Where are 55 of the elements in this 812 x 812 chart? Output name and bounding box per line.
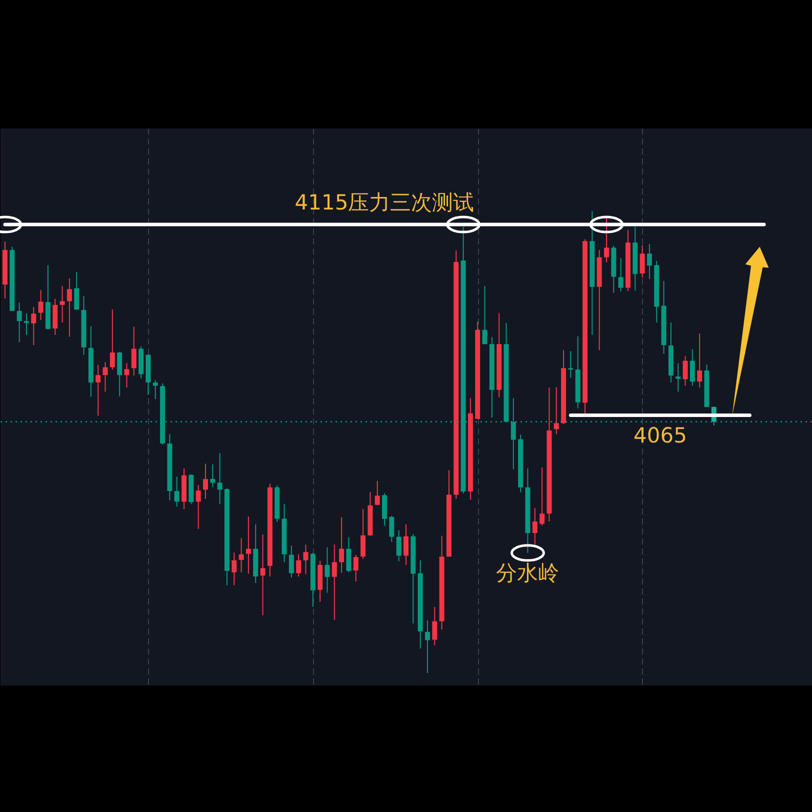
candlestick xyxy=(217,452,222,504)
candlestick xyxy=(682,356,688,386)
candlestick xyxy=(432,606,438,646)
candlestick xyxy=(389,515,394,542)
candlestick xyxy=(324,546,330,594)
candlestick xyxy=(60,285,65,323)
candlestick xyxy=(618,258,624,292)
candlestick xyxy=(303,544,308,575)
candlestick xyxy=(554,386,559,435)
candlestick xyxy=(124,362,130,388)
series-label: 分水岭 xyxy=(496,560,560,585)
series-label: 4065 xyxy=(633,423,687,448)
candlestick xyxy=(31,306,36,346)
candlestick xyxy=(117,352,122,397)
candlestick xyxy=(339,516,344,574)
candlestick xyxy=(296,554,302,577)
candlestick xyxy=(66,278,72,338)
candlestick xyxy=(540,466,545,526)
candlestick xyxy=(110,309,115,370)
series-label: 4115压力三次测试 xyxy=(294,190,474,215)
candlestick xyxy=(532,508,538,547)
candlestick xyxy=(238,538,244,573)
candlestick xyxy=(38,290,44,321)
candlestick xyxy=(288,545,294,578)
candlestick xyxy=(640,244,645,278)
candlestick xyxy=(203,463,208,500)
candlestick xyxy=(353,554,358,582)
candlestick xyxy=(360,508,366,560)
candlestick xyxy=(646,243,652,280)
candlestick xyxy=(346,536,352,573)
candlestick xyxy=(74,272,80,310)
candlestick xyxy=(404,524,408,566)
candlestick xyxy=(246,516,251,574)
candlestick xyxy=(424,620,430,674)
candlestick xyxy=(131,326,136,376)
candlestick xyxy=(174,476,180,508)
candlestick xyxy=(96,364,101,416)
candlestick xyxy=(568,350,574,378)
candlestick xyxy=(482,285,488,345)
candlestick xyxy=(396,530,402,562)
candlestick xyxy=(152,380,158,400)
candlestick xyxy=(52,298,58,336)
candlestick xyxy=(210,464,216,488)
candlestick xyxy=(382,492,388,526)
candlestick xyxy=(374,480,380,506)
candlestick xyxy=(260,534,266,616)
candlestick xyxy=(16,302,22,343)
candlestick xyxy=(232,552,237,586)
candlestick xyxy=(676,363,681,392)
candlestick xyxy=(24,312,29,336)
candlestick xyxy=(697,333,702,388)
candlestick xyxy=(690,348,695,386)
candlestick xyxy=(102,362,108,392)
candlestick xyxy=(332,544,337,620)
candlestick xyxy=(196,484,201,530)
